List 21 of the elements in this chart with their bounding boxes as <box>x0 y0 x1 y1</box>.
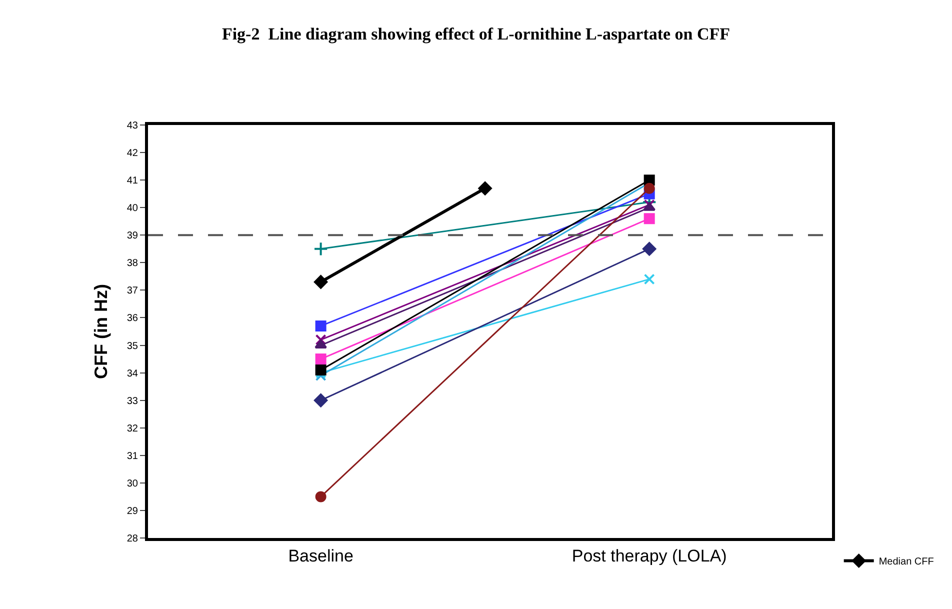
x-tick-label: Baseline <box>288 546 354 566</box>
y-tick-label: 34 <box>126 368 138 380</box>
y-tick-label: 31 <box>126 450 138 462</box>
y-tick-label: 33 <box>126 396 138 407</box>
y-tick-label: 30 <box>126 478 138 490</box>
y-tick-label: 32 <box>126 423 138 434</box>
y-tick-label: 37 <box>126 286 138 297</box>
x-tick-label: Post therapy (LOLA) <box>572 546 727 566</box>
y-tick-label: 43 <box>126 120 138 132</box>
y-tick-label: 39 <box>126 230 138 242</box>
y-tick-label: 40 <box>126 203 138 214</box>
y-tick-label: 35 <box>126 340 138 352</box>
y-tick-label: 29 <box>126 506 138 517</box>
y-axis-title: CFF (in Hz) <box>91 284 112 379</box>
chart-title: Fig-2 Line diagram showing effect of L-ornithine L-aspartate on CFF <box>222 24 730 44</box>
y-tick-label: 41 <box>126 176 138 187</box>
legend-label: Median CFF <box>878 556 934 568</box>
y-tick-label: 38 <box>126 258 138 270</box>
y-tick-label: 36 <box>126 313 138 324</box>
y-tick-label: 28 <box>126 534 138 544</box>
y-tick-label: 42 <box>126 148 138 160</box>
